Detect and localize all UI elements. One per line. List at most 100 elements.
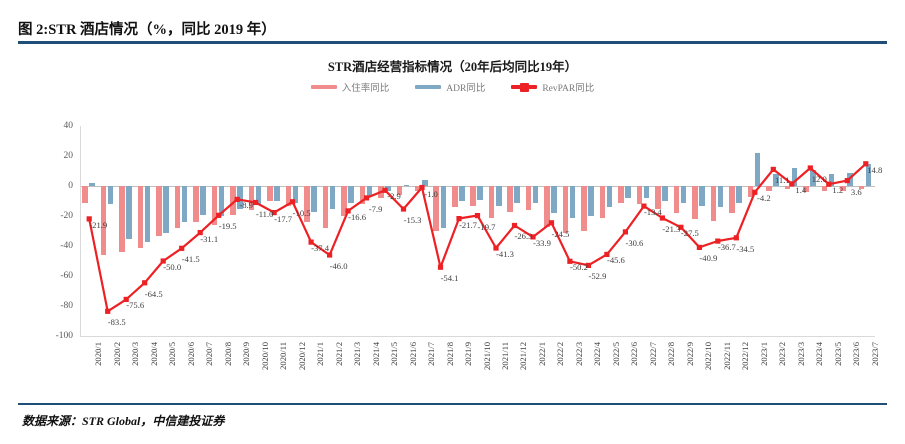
- data-label-revpar: -36.7: [717, 242, 736, 253]
- bar-adr: [754, 153, 761, 186]
- bar-group: [801, 126, 819, 336]
- revpar-marker: [234, 196, 240, 202]
- data-label-revpar: -45.6: [606, 255, 625, 266]
- bar-adr: [643, 186, 650, 198]
- revpar-marker: [290, 199, 296, 205]
- bar-group: [172, 126, 190, 336]
- data-label-revpar: -33.9: [533, 237, 551, 248]
- x-axis-tick: 2020/2: [111, 342, 122, 366]
- bar-group: [320, 126, 338, 336]
- bar-layer: [80, 126, 875, 336]
- revpar-marker: [548, 220, 555, 226]
- bar-group: [265, 126, 283, 336]
- bar-adr: [366, 186, 373, 197]
- bar-adr: [588, 186, 594, 216]
- bar-group: [672, 126, 690, 336]
- data-label-revpar: -83.5: [107, 317, 126, 328]
- revpar-marker: [216, 212, 222, 218]
- revpar-marker: [604, 251, 610, 257]
- bar-group: [764, 126, 782, 336]
- y-axis-tick: -40: [60, 241, 73, 251]
- bar-occupancy: [766, 186, 772, 191]
- bar-occupancy: [285, 186, 292, 206]
- data-label-revpar: -21.9: [89, 219, 108, 230]
- bar-adr: [163, 186, 169, 233]
- legend-item-occupancy[interactable]: 入住率同比: [310, 80, 389, 94]
- bar-adr: [810, 169, 816, 186]
- bar-group: [727, 126, 745, 336]
- y-axis-tick: -60: [60, 271, 73, 281]
- bar-adr: [828, 174, 835, 186]
- bar-occupancy: [193, 186, 199, 222]
- bar-group: [450, 126, 468, 336]
- bar-adr: [422, 180, 428, 186]
- x-axis-tick: 2022/12: [740, 342, 751, 371]
- x-axis-tick: 2021/2: [333, 342, 344, 366]
- bar-group: [487, 126, 505, 336]
- data-label-revpar: 14.8: [867, 164, 883, 175]
- bar-occupancy: [618, 186, 624, 203]
- x-axis-tick: 2023/4: [814, 342, 825, 366]
- revpar-marker: [271, 210, 277, 216]
- y-gridline: [80, 336, 875, 337]
- bar-adr: [477, 186, 484, 200]
- bar-occupancy: [507, 186, 513, 212]
- bar-adr: [255, 186, 262, 204]
- legend-swatch-revpar: [511, 82, 538, 92]
- data-label-revpar: -16.6: [348, 211, 367, 222]
- data-label-revpar: -64.5: [144, 288, 163, 299]
- x-axis-tick: 2020/1: [93, 342, 104, 366]
- bar-occupancy: [359, 186, 366, 204]
- x-axis-labels: 2020/1 2020/2 2020/3 2020/4 2020/5 2020/6 2020…: [80, 340, 880, 398]
- legend-item-revpar[interactable]: RevPAR同比: [511, 80, 594, 94]
- bar-adr: [773, 174, 779, 186]
- x-axis-tick: 2023/1: [758, 342, 769, 366]
- bar-group: [80, 126, 98, 336]
- revpar-marker: [585, 262, 591, 268]
- bar-adr: [274, 186, 280, 201]
- bar-group: [524, 126, 542, 336]
- x-axis-tick: 2021/1: [315, 342, 326, 366]
- data-label-revpar: -19.5: [218, 221, 237, 232]
- x-axis-tick: 2021/8: [444, 342, 455, 366]
- bar-adr: [495, 186, 502, 206]
- bar-occupancy: [581, 186, 587, 231]
- bar-adr: [107, 186, 114, 204]
- data-label-revpar: 12.0: [811, 174, 827, 184]
- bar-occupancy: [673, 186, 680, 213]
- bar-adr: [514, 186, 520, 203]
- chart-title: STR酒店经营指标情况（20年后均同比19年）: [327, 60, 578, 74]
- bar-adr: [736, 186, 742, 203]
- bar-group: [709, 126, 727, 336]
- revpar-line-layer: [86, 161, 869, 314]
- bar-group: [542, 126, 560, 336]
- x-axis-tick: 2022/10: [703, 342, 714, 371]
- bar-occupancy: [414, 186, 421, 191]
- bar-group: [246, 126, 264, 336]
- x-axis-tick: 2021/9: [463, 342, 473, 366]
- data-label-revpar: -41.3: [496, 248, 514, 259]
- legend-item-adr[interactable]: ADR同比: [415, 80, 485, 94]
- x-axis-tick: 2022/3: [573, 342, 584, 366]
- y-axis-tick: -20: [60, 211, 73, 221]
- bar-group: [283, 126, 301, 336]
- bar-occupancy: [729, 186, 735, 213]
- revpar-marker: [715, 238, 721, 244]
- x-axis-tick: 2021/5: [389, 342, 400, 366]
- revpar-marker: [807, 165, 813, 171]
- bar-adr: [717, 186, 724, 207]
- data-label-revpar: -21.3: [662, 223, 681, 234]
- x-axis-tick: 2022/5: [610, 342, 621, 366]
- data-label-revpar: -34.5: [736, 243, 755, 254]
- data-label-revpar: -8.9: [239, 200, 253, 211]
- bar-occupancy: [470, 186, 476, 206]
- bar-occupancy: [451, 186, 458, 207]
- x-axis-tick: 2020/8: [222, 342, 233, 366]
- bar-adr: [625, 186, 631, 198]
- bar-adr: [865, 163, 872, 186]
- bar-occupancy: [304, 186, 310, 222]
- data-label-revpar: 3.6: [850, 186, 862, 197]
- bar-occupancy: [821, 186, 828, 191]
- x-axis-tick: 2021/3: [352, 342, 363, 366]
- source-rule: [18, 403, 887, 405]
